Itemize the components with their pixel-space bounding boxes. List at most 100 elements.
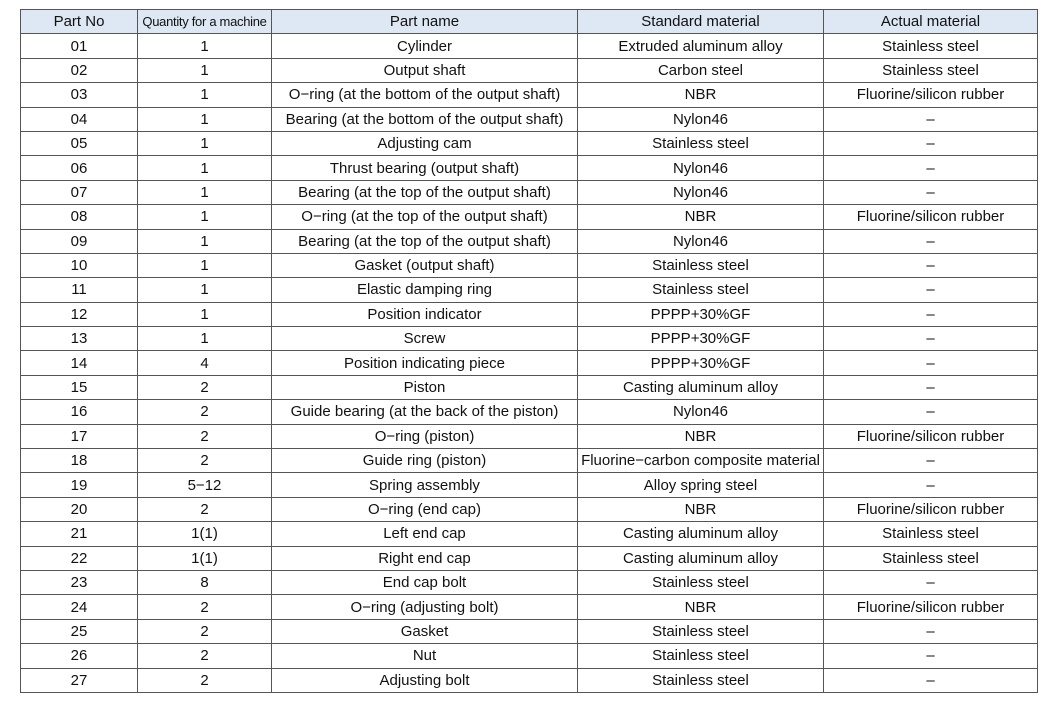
- table-head: Part No Quantity for a machine Part name St…: [20, 8, 1038, 35]
- table-cell: Nylon46: [577, 179, 824, 206]
- table-cell: 09: [20, 228, 138, 254]
- table-cell: Position indicator: [271, 301, 578, 328]
- table-cell: 2: [137, 643, 272, 669]
- header-cell: Actual material: [823, 8, 1038, 35]
- table-row: 21 1(1) Left end cap Casting aluminum alloy…: [20, 521, 1038, 547]
- table-cell: Right end cap: [271, 545, 578, 571]
- table-cell: End cap bolt: [271, 569, 578, 596]
- header-cell: Quantity for a machine: [137, 8, 272, 35]
- table-cell: PPPP+30%GF: [577, 301, 824, 328]
- table-cell: 02: [20, 57, 138, 84]
- table-cell: O−ring (adjusting bolt): [271, 594, 578, 620]
- header-cell: Standard material: [577, 8, 824, 35]
- table-cell: Fluorine/silicon rubber: [823, 423, 1038, 450]
- table-cell: Stainless steel: [823, 57, 1038, 84]
- table-cell: 1: [137, 33, 272, 59]
- table-row: 25 2 Gasket Stainless steel –: [20, 618, 1038, 645]
- table-cell: 15: [20, 374, 138, 401]
- table-cell: 03: [20, 82, 138, 108]
- table-row: 17 2 O−ring (piston) NBR Fluorine/silicon ru…: [20, 423, 1038, 450]
- table-cell: –: [823, 155, 1038, 181]
- table-cell: Position indicating piece: [271, 350, 578, 376]
- table-cell: 26: [20, 643, 138, 669]
- table-cell: –: [823, 569, 1038, 596]
- table-cell: Spring assembly: [271, 472, 578, 498]
- table-cell: –: [823, 618, 1038, 645]
- table-cell: Left end cap: [271, 521, 578, 547]
- table-cell: PPPP+30%GF: [577, 326, 824, 352]
- table-cell: 2: [137, 594, 272, 620]
- table-cell: Carbon steel: [577, 57, 824, 84]
- table-cell: 1(1): [137, 545, 272, 571]
- table-cell: Bearing (at the top of the output shaft): [271, 228, 578, 254]
- table-row: 01 1 Cylinder Extruded aluminum alloy Stainl…: [20, 33, 1038, 59]
- table-cell: Nylon46: [577, 228, 824, 254]
- table-cell: 8: [137, 569, 272, 596]
- table-cell: 1: [137, 252, 272, 279]
- table-row: 19 5−12 Spring assembly Alloy spring steel –: [20, 472, 1038, 498]
- table-cell: –: [823, 106, 1038, 132]
- table-cell: 2: [137, 496, 272, 523]
- parts-table-wrap: Part No Quantity for a machine Part name St…: [20, 8, 1038, 693]
- table-cell: NBR: [577, 423, 824, 450]
- table-cell: Nylon46: [577, 106, 824, 132]
- table-cell: 23: [20, 569, 138, 596]
- table-cell: O−ring (at the bottom of the output shaf…: [271, 82, 578, 108]
- table-cell: 07: [20, 179, 138, 206]
- table-cell: –: [823, 228, 1038, 254]
- table-row: 14 4 Position indicating piece PPPP+30%GF –: [20, 350, 1038, 376]
- table-cell: Screw: [271, 326, 578, 352]
- table-cell: 1(1): [137, 521, 272, 547]
- table-cell: Adjusting cam: [271, 130, 578, 157]
- table-cell: 1: [137, 82, 272, 108]
- table-cell: 16: [20, 399, 138, 425]
- table-row: 18 2 Guide ring (piston) Fluorine−carbon co…: [20, 448, 1038, 474]
- table-cell: 04: [20, 106, 138, 132]
- table-row: 16 2 Guide bearing (at the back of the pis…: [20, 399, 1038, 425]
- table-cell: 1: [137, 57, 272, 84]
- table-cell: 2: [137, 618, 272, 645]
- table-row: 23 8 End cap bolt Stainless steel –: [20, 569, 1038, 596]
- table-row: 13 1 Screw PPPP+30%GF –: [20, 326, 1038, 352]
- table-cell: Fluorine/silicon rubber: [823, 496, 1038, 523]
- table-row: 10 1 Gasket (output shaft) Stainless steel –: [20, 252, 1038, 279]
- header-cell: Part No: [20, 8, 138, 35]
- table-cell: Stainless steel: [823, 33, 1038, 59]
- table-cell: 1: [137, 130, 272, 157]
- table-cell: Guide ring (piston): [271, 448, 578, 474]
- table-cell: Fluorine−carbon composite material: [577, 448, 824, 474]
- table-cell: O−ring (piston): [271, 423, 578, 450]
- table-cell: 12: [20, 301, 138, 328]
- table-cell: Fluorine/silicon rubber: [823, 204, 1038, 230]
- table-row: 06 1 Thrust bearing (output shaft) Nylon46–: [20, 155, 1038, 181]
- table-cell: 13: [20, 326, 138, 352]
- table-cell: NBR: [577, 496, 824, 523]
- table-cell: Piston: [271, 374, 578, 401]
- table-body: 01 1 Cylinder Extruded aluminum alloy Stainl…: [20, 33, 1038, 693]
- table-cell: O−ring (end cap): [271, 496, 578, 523]
- table-cell: Fluorine/silicon rubber: [823, 82, 1038, 108]
- table-row: 11 1 Elastic damping ring Stainless steel –: [20, 277, 1038, 303]
- table-cell: Cylinder: [271, 33, 578, 59]
- table-cell: PPPP+30%GF: [577, 350, 824, 376]
- table-row: 03 1 O−ring (at the bottom of the output s…: [20, 82, 1038, 108]
- table-cell: Casting aluminum alloy: [577, 521, 824, 547]
- table-cell: –: [823, 301, 1038, 328]
- table-row: 05 1 Adjusting cam Stainless steel –: [20, 130, 1038, 157]
- table-cell: 22: [20, 545, 138, 571]
- table-cell: –: [823, 643, 1038, 669]
- table-row: 24 2 O−ring (adjusting bolt) NBR Fluorine/si…: [20, 594, 1038, 620]
- table-cell: 1: [137, 228, 272, 254]
- table-cell: Stainless steel: [577, 643, 824, 669]
- table-cell: Casting aluminum alloy: [577, 545, 824, 571]
- table-cell: 1: [137, 326, 272, 352]
- table-cell: 2: [137, 374, 272, 401]
- table-cell: Stainless steel: [577, 252, 824, 279]
- table-row: 09 1 Bearing (at the top of the output sha…: [20, 228, 1038, 254]
- table-cell: 20: [20, 496, 138, 523]
- header-row: Part No Quantity for a machine Part name St…: [20, 8, 1038, 35]
- table-cell: Nylon46: [577, 399, 824, 425]
- table-cell: NBR: [577, 594, 824, 620]
- table-cell: Elastic damping ring: [271, 277, 578, 303]
- table-cell: 27: [20, 667, 138, 693]
